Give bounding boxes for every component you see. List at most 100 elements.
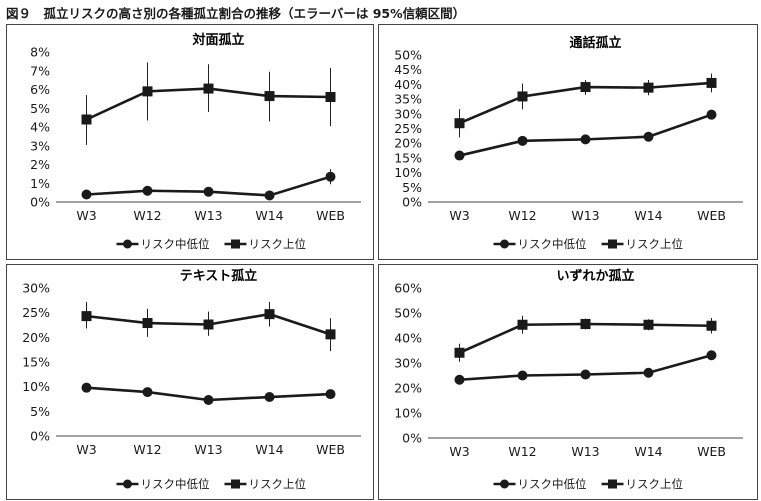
legend-item: リスク上位	[224, 237, 307, 251]
y-tick-label: 15%	[22, 355, 50, 370]
legend-marker-square	[608, 239, 617, 249]
series-high-risk	[454, 315, 717, 362]
legend-label: リスク中低位	[141, 237, 210, 251]
data-point-square	[643, 319, 654, 330]
data-point-circle	[706, 109, 717, 120]
chart-grid: 対面孤立 0% 1% 2% 3% 4% 5% 6% 7% 8% W3 W12 W13 W14 WEB リスク中…	[6, 24, 758, 500]
x-tick-label: W3	[76, 208, 96, 223]
data-point-circle	[81, 382, 92, 393]
data-point-circle	[142, 387, 153, 398]
panel-title: いずれか孤立	[556, 268, 634, 284]
data-point-circle	[81, 189, 92, 200]
legend-label: リスク中低位	[518, 237, 587, 251]
data-point-circle	[454, 150, 465, 161]
y-tick-label: 0%	[402, 431, 422, 446]
panel-title: 通話孤立	[569, 35, 621, 51]
data-point-square	[517, 319, 528, 330]
legend-marker-circle	[123, 239, 132, 249]
data-point-square	[643, 82, 654, 93]
y-tick-label: 15%	[394, 150, 422, 165]
y-tick-label: 5%	[30, 101, 50, 116]
data-point-square	[580, 82, 591, 93]
data-point-square	[580, 319, 591, 329]
x-tick-label: W14	[255, 442, 283, 457]
data-point-square	[81, 114, 92, 125]
data-point-circle	[264, 190, 275, 201]
panel-frame	[378, 264, 758, 500]
y-tick-label: 30%	[22, 281, 50, 296]
y-tick-label: 1%	[30, 176, 50, 191]
chart-canvas: 対面孤立 0% 1% 2% 3% 4% 5% 6% 7% 8% W3 W12 W13 W14 WEB リスク中…	[6, 24, 758, 500]
legend-item: リスク上位	[224, 477, 306, 491]
y-tick-label: 60%	[394, 281, 422, 296]
legend-label: リスク上位	[626, 477, 684, 491]
legend-item: リスク上位	[601, 237, 684, 251]
y-tick-label: 8%	[30, 45, 50, 60]
legend-marker-circle	[500, 239, 509, 249]
panel-frame	[6, 24, 374, 260]
x-tick-label: W14	[634, 208, 662, 223]
y-tick-label: 50%	[394, 48, 422, 63]
legend-item: リスク中低位	[116, 477, 210, 491]
data-point-circle	[580, 369, 591, 380]
data-point-square	[142, 318, 153, 329]
y-tick-label: 4%	[30, 120, 50, 135]
y-tick-label: 0%	[402, 195, 422, 210]
legend-marker-square	[608, 479, 617, 489]
legend-label: リスク中低位	[518, 477, 587, 491]
data-point-circle	[643, 367, 654, 378]
y-tick-label: 20%	[394, 381, 422, 396]
panel-3: テキスト孤立 0% 5% 10% 15% 20% 25% 30% W3 W12 W13 W14 WEB リ…	[6, 264, 374, 500]
y-tick-label: 10%	[22, 379, 50, 394]
y-tick-label: 2%	[30, 157, 50, 172]
y-tick-label: 6%	[30, 82, 50, 97]
data-point-circle	[706, 350, 717, 361]
legend-label: リスク上位	[249, 237, 307, 251]
data-point-circle	[325, 171, 336, 182]
y-tick-label: 45%	[394, 62, 422, 77]
panel-2: 通話孤立 0%5%10%15%20%25%30%35%40%45%50% W3 W12…	[378, 24, 758, 260]
y-tick-label: 30%	[394, 106, 422, 121]
data-point-square	[264, 309, 275, 320]
legend-label: リスク上位	[626, 237, 684, 251]
series-low-mid-risk	[81, 169, 336, 201]
y-tick-label: 3%	[30, 138, 50, 153]
y-tick-label: 10%	[394, 165, 422, 180]
y-tick-label: 40%	[394, 77, 422, 92]
legend-item: リスク中低位	[493, 237, 587, 251]
data-point-square	[706, 77, 717, 88]
x-tick-label: W3	[449, 444, 469, 459]
panel-frame	[378, 24, 758, 260]
y-tick-label: 5%	[402, 180, 422, 195]
data-point-square	[203, 319, 214, 330]
series-low-mid-risk	[454, 350, 717, 385]
data-point-circle	[142, 185, 153, 196]
x-tick-label: W12	[133, 208, 161, 223]
y-tick-label: 25%	[394, 121, 422, 136]
y-tick-label: 40%	[394, 331, 422, 346]
data-point-circle	[580, 134, 591, 145]
legend-marker-square	[231, 479, 240, 489]
y-tick-label: 20%	[22, 330, 50, 345]
panel-title: テキスト孤立	[180, 268, 258, 284]
x-tick-label: W12	[133, 442, 161, 457]
data-point-circle	[643, 131, 654, 142]
data-point-square	[203, 83, 214, 94]
legend-label: リスク中低位	[141, 477, 210, 491]
data-point-square	[454, 347, 465, 358]
x-tick-label: W3	[449, 208, 469, 223]
y-tick-label: 50%	[394, 306, 422, 321]
x-tick-label: WEB	[697, 444, 726, 459]
x-tick-label: W12	[508, 208, 536, 223]
x-tick-label: W14	[255, 208, 283, 223]
panel-1: 対面孤立 0% 1% 2% 3% 4% 5% 6% 7% 8% W3 W12 W13 W14 WEB リスク中…	[6, 24, 374, 260]
series-high-risk	[454, 73, 717, 138]
legend-marker-circle	[500, 479, 509, 489]
data-point-circle	[517, 135, 528, 146]
series-high-risk	[81, 62, 336, 145]
y-tick-label: 30%	[394, 356, 422, 371]
data-point-square	[264, 91, 275, 102]
data-point-square	[517, 91, 528, 102]
y-tick-label: 35%	[394, 92, 422, 107]
y-tick-label: 0%	[30, 195, 50, 210]
